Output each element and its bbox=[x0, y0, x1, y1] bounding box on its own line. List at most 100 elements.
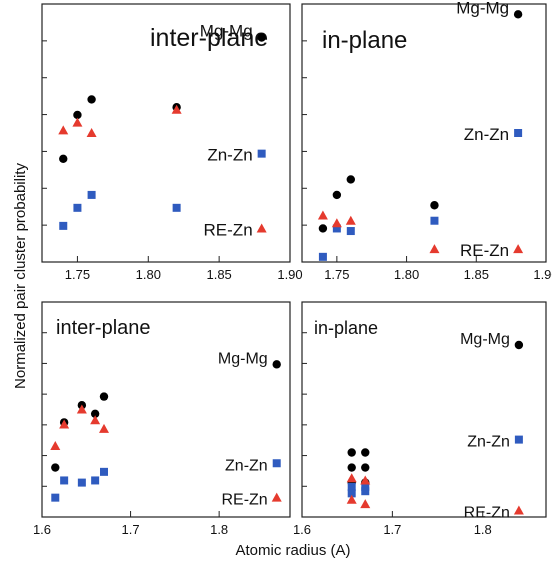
series-label-re-zn: RE-Zn bbox=[204, 220, 253, 239]
data-point-re-zn bbox=[72, 117, 83, 127]
data-point-re-zn bbox=[90, 415, 101, 425]
data-point-zn-zn bbox=[347, 489, 356, 498]
data-point-mg-mg bbox=[361, 463, 370, 472]
data-point-mg-mg bbox=[513, 10, 523, 19]
series-label-zn-zn: Zn-Zn bbox=[467, 434, 510, 451]
series-label-mg-mg: Mg-Mg bbox=[200, 22, 253, 41]
series-label-mg-mg: Mg-Mg bbox=[456, 0, 509, 17]
x-tick-label: 1.7 bbox=[383, 522, 401, 537]
chart-panel-4: 1.6 1.7 1.8 in-plane Mg-Mg Zn-Zn RE-Zn bbox=[293, 301, 547, 537]
x-tick-label: 1.90 bbox=[533, 267, 552, 282]
data-point-re-zn bbox=[50, 441, 61, 451]
panel-title: in-plane bbox=[314, 318, 378, 338]
data-point-mg-mg bbox=[514, 340, 524, 350]
x-tick-label: 1.75 bbox=[65, 267, 90, 282]
x-tick-label: 1.6 bbox=[33, 522, 51, 537]
series-label-re-zn: RE-Zn bbox=[464, 505, 510, 522]
data-point-zn-zn bbox=[60, 476, 69, 485]
data-point-zn-zn bbox=[91, 476, 100, 485]
plot-frame bbox=[41, 301, 291, 518]
data-point-re-zn bbox=[99, 423, 109, 433]
series-label-zn-zn: Zn-Zn bbox=[464, 125, 509, 144]
chart-panel-2: 1.75 1.80 1.85 1.90 in-plane Mg-Mg Zn-Zn RE-Zn bbox=[301, 0, 552, 282]
data-point-mg-mg bbox=[99, 392, 109, 401]
data-point-mg-mg bbox=[332, 190, 342, 200]
panel-title: inter-plane bbox=[150, 24, 268, 52]
data-point-mg-mg bbox=[347, 448, 356, 457]
y-axis-label: Normalized pair cluster probability bbox=[12, 163, 29, 389]
data-point-zn-zn bbox=[257, 149, 266, 158]
data-point-mg-mg bbox=[361, 448, 370, 457]
data-point-zn-zn bbox=[347, 482, 356, 491]
data-point-re-zn bbox=[513, 244, 524, 254]
x-tick-label: 1.8 bbox=[210, 522, 228, 537]
series-label-re-zn: RE-Zn bbox=[460, 241, 509, 260]
data-point-mg-mg bbox=[257, 33, 266, 42]
data-point-re-zn bbox=[317, 210, 328, 220]
data-point-zn-zn bbox=[172, 203, 181, 212]
x-tick-label: 1.8 bbox=[474, 522, 492, 537]
data-point-mg-mg bbox=[318, 224, 328, 233]
data-point-zn-zn bbox=[514, 129, 523, 137]
data-point-re-zn bbox=[86, 128, 97, 137]
data-point-zn-zn bbox=[346, 227, 355, 236]
data-point-mg-mg bbox=[346, 175, 355, 184]
data-point-zn-zn bbox=[77, 478, 86, 487]
series-label-zn-zn: Zn-Zn bbox=[225, 457, 268, 474]
data-point-zn-zn bbox=[514, 435, 523, 444]
data-point-mg-mg bbox=[90, 409, 100, 418]
data-point-zn-zn bbox=[318, 252, 327, 261]
plot-frame bbox=[301, 3, 547, 263]
data-point-re-zn bbox=[360, 475, 371, 485]
data-point-mg-mg bbox=[51, 463, 60, 472]
data-point-re-zn bbox=[429, 244, 440, 254]
panel-title: in-plane bbox=[322, 27, 407, 54]
data-point-mg-mg bbox=[59, 154, 68, 163]
x-tick-label: 1.75 bbox=[324, 267, 349, 282]
data-point-re-zn bbox=[331, 218, 342, 228]
x-tick-label: 1.90 bbox=[277, 267, 302, 282]
data-point-mg-mg bbox=[87, 95, 96, 104]
data-point-re-zn bbox=[59, 419, 70, 429]
data-point-zn-zn bbox=[430, 216, 439, 225]
x-axis-label: Atomic radius (A) bbox=[235, 542, 350, 559]
data-point-zn-zn bbox=[361, 487, 370, 496]
series-label-mg-mg: Mg-Mg bbox=[460, 331, 510, 348]
data-point-mg-mg bbox=[347, 463, 356, 472]
plot-frame bbox=[301, 301, 547, 518]
data-point-mg-mg bbox=[272, 360, 281, 369]
data-point-re-zn bbox=[58, 125, 69, 135]
data-point-re-zn bbox=[271, 492, 282, 502]
series-label-re-zn: RE-Zn bbox=[221, 492, 267, 509]
data-point-re-zn bbox=[76, 404, 87, 414]
data-point-re-zn bbox=[256, 223, 267, 233]
data-point-re-zn bbox=[513, 505, 524, 515]
series-label-zn-zn: Zn-Zn bbox=[207, 146, 252, 165]
data-point-re-zn bbox=[346, 473, 357, 483]
data-point-zn-zn bbox=[59, 221, 68, 230]
data-point-re-zn bbox=[346, 494, 357, 504]
plot-frame bbox=[41, 3, 291, 263]
x-tick-label: 1.7 bbox=[122, 522, 140, 537]
data-point-zn-zn bbox=[332, 224, 341, 233]
data-point-mg-mg bbox=[430, 201, 439, 210]
data-point-zn-zn bbox=[87, 190, 96, 199]
data-point-re-zn bbox=[171, 104, 182, 114]
x-tick-label: 1.85 bbox=[464, 267, 489, 282]
data-point-re-zn bbox=[345, 215, 356, 225]
x-tick-label: 1.80 bbox=[394, 267, 419, 282]
chart-panels: 1.75 1.80 1.85 1.90inter-planeMg-MgZn-ZnRE-… bbox=[33, 0, 552, 537]
data-point-zn-zn bbox=[272, 459, 281, 468]
data-point-zn-zn bbox=[100, 467, 108, 476]
x-tick-label: 1.80 bbox=[136, 267, 161, 282]
data-point-zn-zn bbox=[51, 493, 60, 502]
data-point-mg-mg bbox=[73, 110, 82, 120]
data-point-zn-zn bbox=[73, 203, 82, 212]
chart-panel-3: 1.6 1.7 1.8 inter-plane Mg-Mg Zn-Zn RE-Zn bbox=[33, 301, 291, 537]
x-tick-label: 1.6 bbox=[293, 522, 311, 537]
x-tick-label: 1.85 bbox=[206, 267, 231, 282]
data-point-re-zn bbox=[360, 499, 371, 509]
data-point-zn-zn bbox=[361, 482, 370, 491]
